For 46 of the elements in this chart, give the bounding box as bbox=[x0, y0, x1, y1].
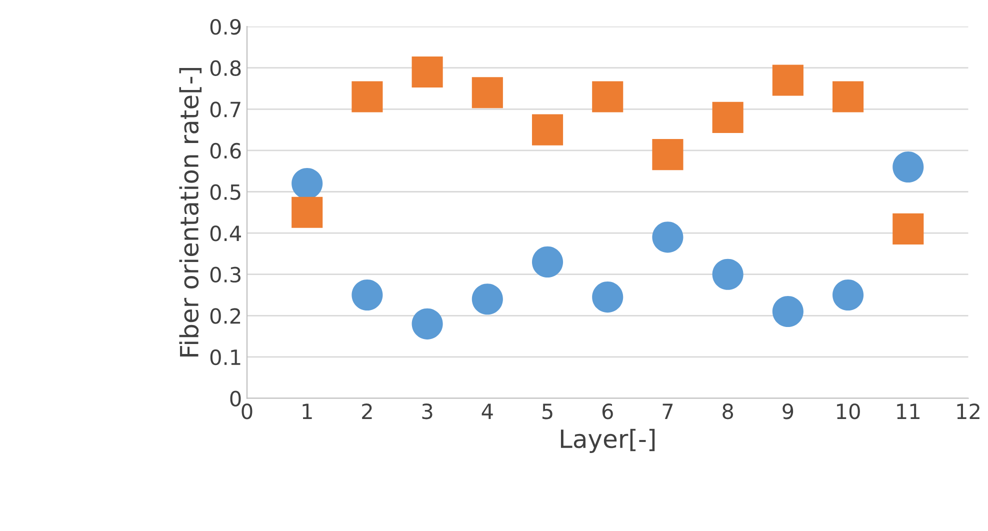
point bbox=[652, 139, 684, 170]
y-tick-label: 0.8 bbox=[210, 60, 241, 76]
x-tick-label: 11 bbox=[897, 404, 920, 419]
x-tick-label: 6 bbox=[602, 403, 613, 420]
x-tick-label: 3 bbox=[422, 403, 432, 420]
point bbox=[532, 114, 564, 146]
x-tick-label: 2 bbox=[362, 403, 372, 419]
point bbox=[352, 81, 383, 112]
x-tick-label: 8 bbox=[722, 403, 734, 420]
point bbox=[832, 279, 864, 311]
point bbox=[532, 246, 564, 278]
x-tick-label: 10 bbox=[837, 403, 860, 420]
x-tick-label: 4 bbox=[482, 404, 493, 419]
point bbox=[712, 258, 744, 290]
y-tick-label: 0.6 bbox=[210, 142, 241, 159]
point bbox=[892, 151, 924, 182]
y-tick-label: 0.9 bbox=[210, 19, 241, 35]
point bbox=[652, 222, 684, 253]
point bbox=[892, 213, 924, 244]
x-tick-label: 1 bbox=[302, 404, 312, 419]
y-tick-label: 0.2 bbox=[210, 308, 240, 324]
point bbox=[352, 279, 383, 311]
y-tick-label: 0.5 bbox=[210, 184, 240, 200]
point bbox=[472, 284, 503, 315]
point bbox=[412, 56, 443, 88]
point bbox=[292, 196, 323, 228]
y-tick-label: 0.7 bbox=[210, 102, 240, 118]
point bbox=[772, 296, 804, 328]
x-tick-label: 7 bbox=[662, 404, 673, 419]
x-axis-title: Layer[-] bbox=[560, 428, 655, 454]
point bbox=[592, 282, 624, 313]
x-tick-label: 0 bbox=[242, 403, 252, 420]
y-tick-label: 0 bbox=[230, 390, 241, 406]
x-tick-label: 5 bbox=[542, 404, 552, 420]
point bbox=[712, 102, 744, 133]
point bbox=[592, 81, 624, 112]
point bbox=[412, 308, 443, 340]
y-tick-label: 0.4 bbox=[210, 226, 241, 242]
x-tick-label: 9 bbox=[782, 403, 794, 420]
y-axis-title: Fiber orientation rate[-] bbox=[179, 68, 202, 356]
point bbox=[832, 81, 864, 112]
y-tick-label: 0.1 bbox=[210, 349, 240, 366]
point bbox=[772, 64, 804, 96]
point bbox=[472, 77, 503, 108]
y-tick-label: 0.3 bbox=[210, 266, 240, 283]
x-tick-label: 12 bbox=[957, 403, 980, 419]
